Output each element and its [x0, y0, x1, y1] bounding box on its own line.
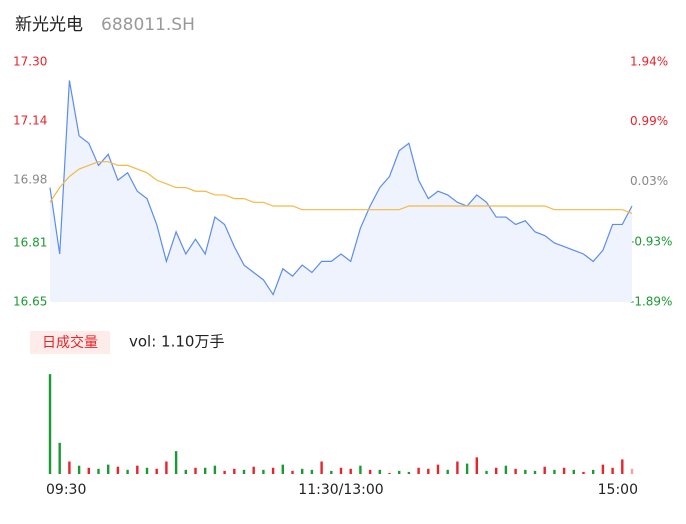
- volume-bar: [281, 464, 284, 474]
- volume-bar: [165, 461, 168, 474]
- volume-bar: [204, 467, 207, 474]
- volume-bar: [572, 469, 575, 474]
- volume-bar: [504, 465, 508, 474]
- y2-tick-label: -0.93%: [630, 234, 672, 248]
- y2-tick-label: 0.99%: [630, 114, 668, 128]
- y2-tick-label: 0.03%: [630, 174, 668, 188]
- volume-bar: [592, 469, 595, 474]
- volume-bar: [582, 471, 585, 474]
- y2-tick-label: -1.89%: [630, 295, 672, 309]
- volume-bar: [116, 466, 120, 474]
- volume-bar: [223, 470, 226, 474]
- volume-badge: [30, 331, 110, 354]
- volume-bar: [48, 374, 52, 474]
- y-tick-label: 17.14: [13, 114, 47, 128]
- stock-code: 688011.SH: [101, 15, 195, 35]
- volume-bar: [601, 464, 605, 474]
- volume-bar: [485, 470, 488, 474]
- volume-bar: [301, 468, 304, 474]
- volume-bar: [398, 470, 401, 474]
- volume-bar: [446, 469, 449, 474]
- y-tick-label: 16.81: [13, 235, 47, 249]
- volume-bar: [155, 468, 158, 474]
- volume-bar: [368, 469, 372, 474]
- price-area: [50, 80, 632, 302]
- y-tick-label: 17.30: [13, 55, 47, 69]
- volume-bar: [417, 467, 420, 474]
- volume-bar: [553, 469, 556, 474]
- volume-bar: [339, 467, 343, 474]
- volume-title: 日成交量: [42, 334, 98, 351]
- y2-tick-label: 1.94%: [630, 55, 668, 69]
- line: [49, 80, 633, 296]
- line: [49, 161, 633, 214]
- volume-bar: [407, 471, 411, 474]
- volume-bar: [621, 459, 624, 474]
- volume-bar: [514, 468, 517, 474]
- volume-bar: [213, 465, 217, 474]
- volume-bar: [145, 467, 149, 474]
- volume-bar: [533, 470, 537, 474]
- volume-bar: [271, 467, 275, 474]
- volume-bar: [630, 468, 634, 474]
- stock-name: 新光光电: [15, 15, 83, 35]
- volume-bar: [611, 467, 614, 474]
- volume-bar: [194, 467, 197, 474]
- volume-bar: [359, 465, 362, 474]
- volume-bar: [107, 464, 110, 474]
- volume-bar: [456, 461, 459, 474]
- volume-bar: [126, 469, 129, 474]
- volume-bar: [388, 472, 391, 474]
- volume-bar: [436, 464, 440, 474]
- volume-bar: [330, 470, 333, 474]
- volume-bar: [543, 466, 546, 474]
- volume-bar: [310, 469, 314, 474]
- volume-bar: [58, 442, 61, 474]
- volume-text: vol: 1.10万手: [129, 333, 224, 351]
- volume-bar: [349, 468, 352, 474]
- volume-bar: [68, 461, 71, 474]
- volume-bar: [262, 469, 265, 474]
- volume-bar: [242, 469, 246, 474]
- volume-bar: [77, 465, 81, 474]
- volume-bar: [87, 467, 90, 474]
- volume-bar: [184, 469, 187, 474]
- volume-bar: [252, 466, 255, 474]
- volume-bar: [562, 467, 566, 474]
- volume-bar: [524, 469, 527, 474]
- y-tick-label: 16.98: [13, 173, 47, 187]
- x-tick-label: 09:30: [46, 482, 86, 498]
- volume-bar: [291, 470, 294, 474]
- volume-bar: [427, 468, 430, 474]
- y-tick-label: 16.65: [13, 295, 47, 309]
- x-tick-label: 15:00: [598, 482, 638, 498]
- volume-bar: [475, 457, 478, 474]
- volume-bar: [174, 451, 178, 474]
- volume-bar: [233, 468, 236, 474]
- volume-bar: [378, 469, 381, 474]
- volume-bar: [136, 465, 139, 474]
- volume-bar: [97, 468, 100, 474]
- volume-bar: [465, 463, 469, 474]
- x-tick-label: 11:30/13:00: [298, 482, 383, 498]
- volume-bar: [320, 461, 323, 474]
- volume-bar: [495, 467, 498, 474]
